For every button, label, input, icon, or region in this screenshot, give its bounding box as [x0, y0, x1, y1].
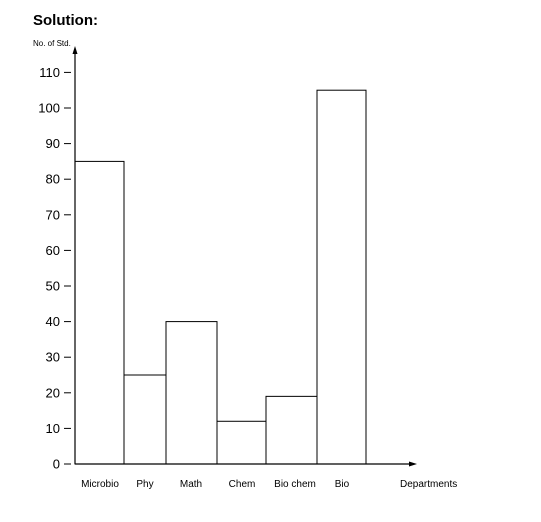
- y-tick-label: 100: [38, 101, 60, 116]
- y-tick-label: 50: [46, 279, 60, 294]
- y-tick-label: 110: [39, 65, 60, 80]
- x-axis-arrow-icon: [409, 461, 417, 467]
- x-tick-label: Bio chem: [274, 479, 316, 490]
- y-tick-label: 80: [46, 172, 60, 187]
- x-tick-label: Microbio: [81, 479, 119, 490]
- y-axis-arrow-icon: [72, 46, 78, 54]
- bar-microbio: [74, 160, 125, 465]
- y-tick-label: 70: [46, 207, 60, 222]
- y-ticks-group: 0 10 20 30 40 50 60 70 80 90 100 110: [38, 65, 71, 472]
- x-tick-label: Phy: [136, 479, 153, 490]
- x-tick-label: Math: [180, 479, 202, 490]
- y-tick-label: 90: [46, 136, 60, 151]
- y-tick-label: 30: [46, 350, 60, 365]
- y-tick-label: 40: [46, 314, 60, 329]
- bar-phy: [123, 374, 167, 465]
- solution-heading: Solution:: [33, 12, 98, 29]
- y-tick-label: 0: [53, 457, 60, 472]
- bars-group: [74, 89, 367, 465]
- y-tick-label: 60: [46, 243, 60, 258]
- bar-chem: [216, 420, 267, 465]
- x-ticks-group: Microbio Phy Math Chem Bio chem Bio: [81, 479, 350, 490]
- x-axis-title: Departments: [400, 479, 457, 490]
- y-tick-label: 10: [46, 421, 60, 436]
- x-tick-label: Chem: [229, 479, 256, 490]
- bar-bio: [316, 89, 367, 465]
- y-tick-label: 20: [46, 385, 60, 400]
- x-tick-label: Bio: [335, 479, 350, 490]
- bar-bio-chem: [265, 395, 318, 465]
- y-axis-label: No. of Std.: [33, 39, 71, 48]
- bar-math: [165, 321, 218, 465]
